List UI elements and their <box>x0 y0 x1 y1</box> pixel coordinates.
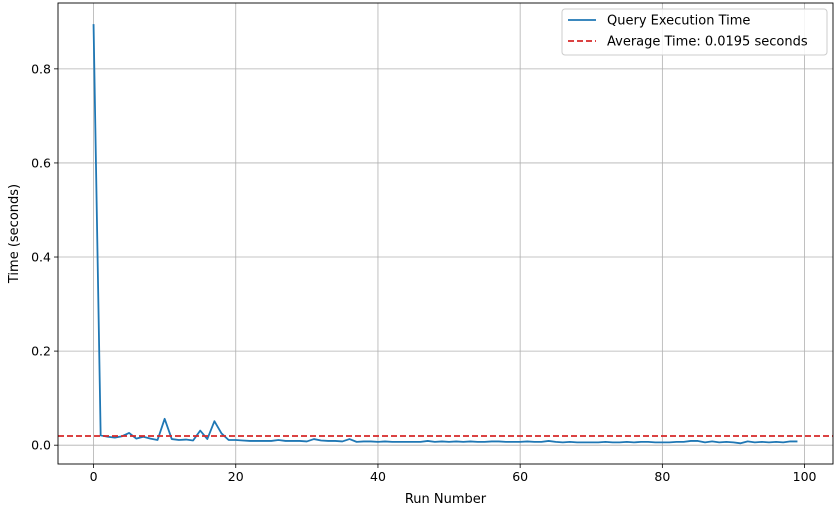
legend-label-average-time: Average Time: 0.0195 seconds <box>607 35 808 50</box>
plot-area <box>58 24 833 445</box>
x-tick-label: 80 <box>654 469 670 484</box>
grid <box>58 3 833 464</box>
x-axis-label: Run Number <box>405 492 487 507</box>
legend: Query Execution Time Average Time: 0.019… <box>561 8 828 56</box>
y-tick-label: 0.0 <box>31 438 51 453</box>
x-tick-label: 60 <box>512 469 528 484</box>
x-tick-label: 100 <box>793 469 817 484</box>
y-axis-label: Time (seconds) <box>7 184 22 284</box>
y-tick-label: 0.2 <box>31 344 51 359</box>
series-line-query-execution-time <box>92 24 798 445</box>
x-tick-label: 20 <box>228 469 244 484</box>
y-tick-label: 0.8 <box>31 61 51 76</box>
legend-label-query-execution-time: Query Execution Time <box>607 14 750 29</box>
ticks: 0 20 40 60 80 100 0.0 0.2 0.4 0.6 0.8 <box>31 61 816 484</box>
y-tick-label: 0.6 <box>31 155 51 170</box>
legend-box <box>561 8 828 56</box>
x-tick-label: 40 <box>370 469 386 484</box>
x-tick-label: 0 <box>90 469 98 484</box>
y-tick-label: 0.4 <box>31 250 51 265</box>
axes-frame <box>57 2 834 465</box>
